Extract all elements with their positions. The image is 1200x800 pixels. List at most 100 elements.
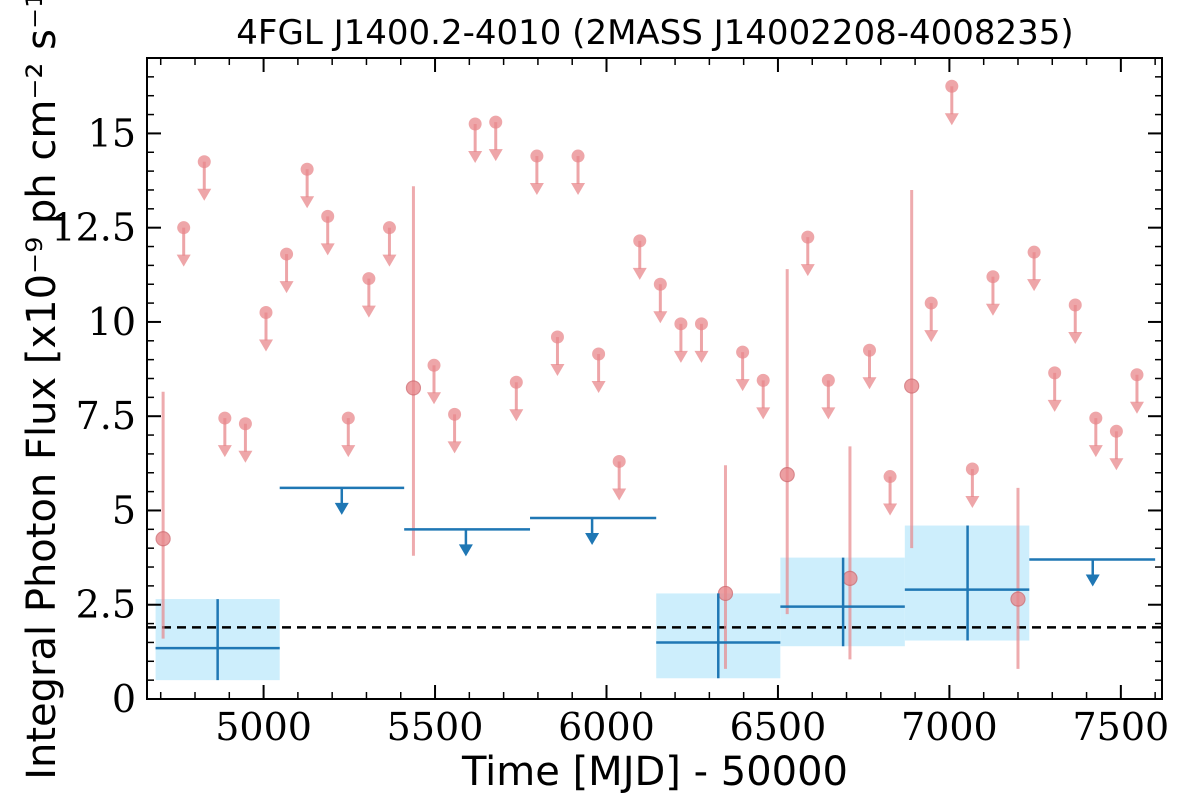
x-tick-label: 5000	[215, 705, 312, 749]
upper-limit-arrow	[509, 409, 524, 422]
upper-limit-point	[177, 221, 191, 235]
upper-limit-point	[653, 277, 667, 291]
upper-limit-arrow	[1027, 279, 1042, 292]
upper-limit-point	[863, 343, 877, 357]
upper-limit-point	[1027, 245, 1041, 259]
upper-limit-arrow	[1109, 458, 1124, 471]
upper-limit-point	[592, 347, 606, 361]
upper-limit-arrow	[694, 350, 709, 363]
x-tick-label: 5500	[387, 705, 484, 749]
upper-limit-arrow	[300, 196, 315, 209]
x-tick-label: 7500	[1072, 705, 1169, 749]
upper-limit-arrow	[468, 150, 483, 163]
upper-limit-point	[1068, 298, 1082, 312]
upper-limit-point	[801, 230, 815, 244]
upper-limit-point	[321, 209, 335, 223]
upper-limit-arrow	[883, 503, 898, 516]
long-bin-limit-arrow	[1085, 574, 1100, 587]
upper-limit-point	[571, 149, 585, 163]
upper-limit-point	[633, 234, 647, 248]
upper-limit-point	[427, 358, 441, 372]
upper-limit-point	[965, 462, 979, 476]
upper-limit-arrow	[550, 364, 565, 377]
y-tick-label: 0	[112, 677, 136, 721]
upper-limit-point	[1109, 424, 1123, 438]
upper-limit-arrow	[612, 488, 627, 501]
upper-limit-arrow	[571, 183, 586, 196]
upper-limit-point	[280, 247, 294, 261]
upper-limit-arrow	[924, 330, 939, 343]
upper-limit-arrow	[591, 380, 606, 393]
axis-ticks: 5000 5500 6000 6500 7000 7500 0 2.5 5 7.5 10 12.5 15	[51, 58, 1169, 749]
upper-limit-arrow	[985, 303, 1000, 316]
upper-limit-arrow	[673, 350, 688, 363]
upper-limit-arrow	[1068, 331, 1083, 344]
upper-limit-point	[259, 306, 273, 320]
upper-limit-arrow	[447, 441, 462, 454]
detection-point	[904, 378, 920, 394]
upper-limit-point	[362, 272, 376, 286]
upper-limit-arrow	[382, 254, 397, 267]
upper-limit-point	[197, 155, 211, 169]
upper-limit-arrow	[653, 311, 668, 324]
upper-limit-arrow	[238, 450, 253, 463]
detection-point	[842, 570, 858, 586]
upper-limit-arrow	[944, 113, 959, 126]
upper-limit-arrow	[735, 379, 750, 392]
plot-area	[147, 79, 1162, 681]
plot-frame	[146, 57, 1163, 700]
upper-limit-point	[489, 115, 503, 129]
y-tick-label: 5	[112, 488, 136, 532]
detection-point	[155, 531, 171, 547]
detection-point	[779, 467, 795, 483]
upper-limit-point	[341, 411, 355, 425]
chart-title: 4FGL J1400.2-4010 (2MASS J14002208-40082…	[236, 13, 1073, 53]
upper-limit-arrow	[1088, 445, 1103, 458]
x-tick-label: 7000	[901, 705, 998, 749]
upper-limit-arrow	[341, 445, 356, 458]
upper-limit-point	[218, 411, 232, 425]
upper-limit-point	[986, 270, 1000, 284]
upper-limit-arrow	[756, 407, 771, 420]
upper-limit-arrow	[800, 264, 815, 277]
upper-limit-arrow	[279, 281, 294, 294]
upper-limit-point	[550, 330, 564, 344]
upper-limit-arrow	[320, 243, 335, 256]
long-bin-limit-arrow	[458, 544, 473, 557]
detection-point	[717, 585, 734, 602]
upper-limit-arrow	[176, 254, 191, 267]
upper-limit-point	[883, 470, 897, 484]
y-tick-label: 2.5	[76, 583, 136, 627]
upper-limit-point	[736, 345, 750, 359]
upper-limit-point	[382, 221, 396, 235]
upper-limit-arrow	[862, 377, 877, 390]
upper-limit-point	[674, 317, 688, 331]
upper-limit-point	[509, 375, 523, 389]
x-axis-label: Time [MJD] - 50000	[461, 749, 848, 795]
upper-limit-arrow	[427, 392, 442, 405]
upper-limit-point	[821, 373, 835, 387]
upper-limit-point	[924, 296, 938, 310]
y-tick-label: 7.5	[76, 394, 136, 438]
upper-limit-point	[448, 407, 462, 421]
upper-limit-point	[694, 317, 708, 331]
y-tick-label: 12.5	[51, 206, 136, 250]
upper-limit-arrow	[529, 183, 544, 196]
upper-limit-point	[756, 373, 770, 387]
y-axis-label: Integral Photon Flux [x10⁻⁹ ph cm⁻² s⁻¹]	[19, 0, 65, 780]
upper-limit-point	[530, 149, 544, 163]
upper-limit-point	[1089, 411, 1103, 425]
upper-limit-point	[300, 162, 314, 176]
upper-limit-point	[1130, 368, 1144, 382]
upper-limit-point	[945, 79, 959, 93]
x-tick-label: 6500	[730, 705, 827, 749]
y-tick-label: 10	[88, 300, 136, 344]
upper-limit-arrow	[965, 495, 980, 508]
detection-point	[1010, 591, 1026, 607]
upper-limit-arrow	[1047, 399, 1062, 412]
upper-limit-arrow	[488, 149, 503, 162]
upper-limit-arrow	[1129, 401, 1144, 414]
long-bin-limit-arrow	[334, 502, 349, 515]
upper-limit-point	[612, 454, 626, 468]
upper-limit-arrow	[217, 445, 232, 458]
